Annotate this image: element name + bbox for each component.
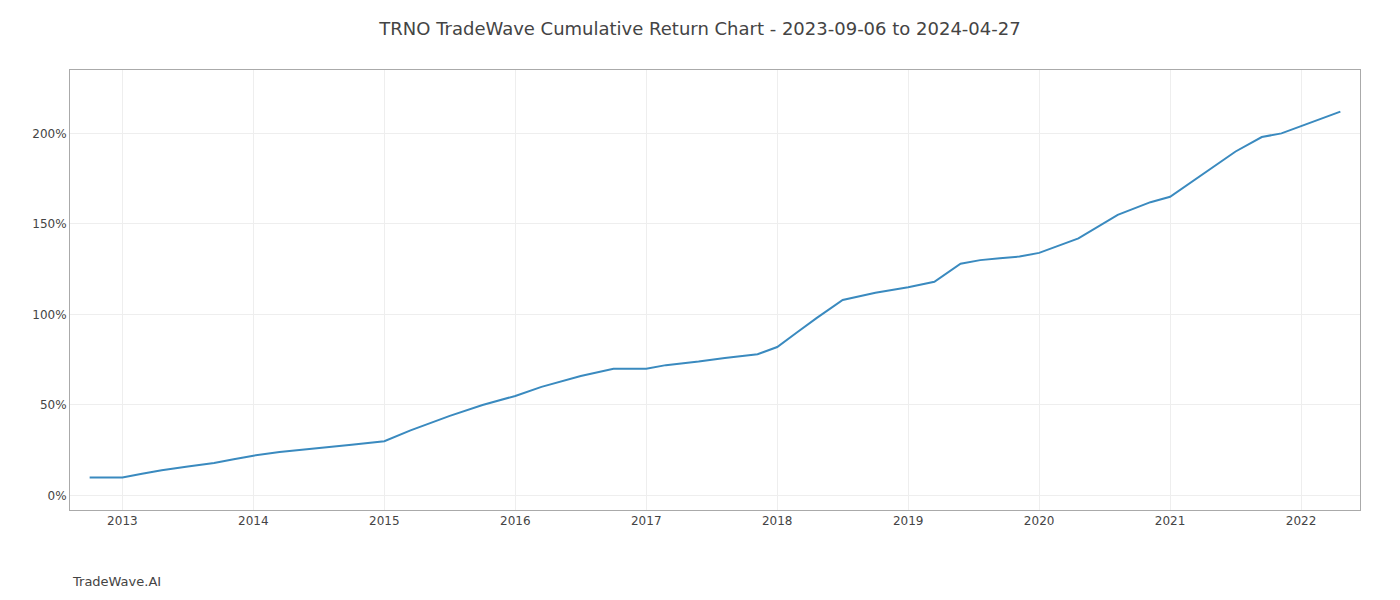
svg-text:2014: 2014	[238, 514, 269, 528]
svg-text:0%: 0%	[48, 489, 67, 503]
svg-text:2015: 2015	[369, 514, 400, 528]
svg-text:2013: 2013	[107, 514, 138, 528]
svg-text:2022: 2022	[1286, 514, 1317, 528]
svg-text:2017: 2017	[631, 514, 662, 528]
svg-text:2020: 2020	[1024, 514, 1055, 528]
svg-text:TradeWave.AI: TradeWave.AI	[72, 574, 161, 589]
svg-text:2021: 2021	[1155, 514, 1186, 528]
svg-text:2016: 2016	[500, 514, 531, 528]
svg-text:100%: 100%	[32, 308, 66, 322]
svg-text:150%: 150%	[32, 217, 66, 231]
svg-text:2018: 2018	[762, 514, 793, 528]
svg-text:200%: 200%	[32, 127, 66, 141]
svg-text:TRNO TradeWave Cumulative Retu: TRNO TradeWave Cumulative Return Chart -…	[378, 18, 1020, 39]
svg-text:50%: 50%	[40, 398, 67, 412]
svg-text:2019: 2019	[893, 514, 924, 528]
